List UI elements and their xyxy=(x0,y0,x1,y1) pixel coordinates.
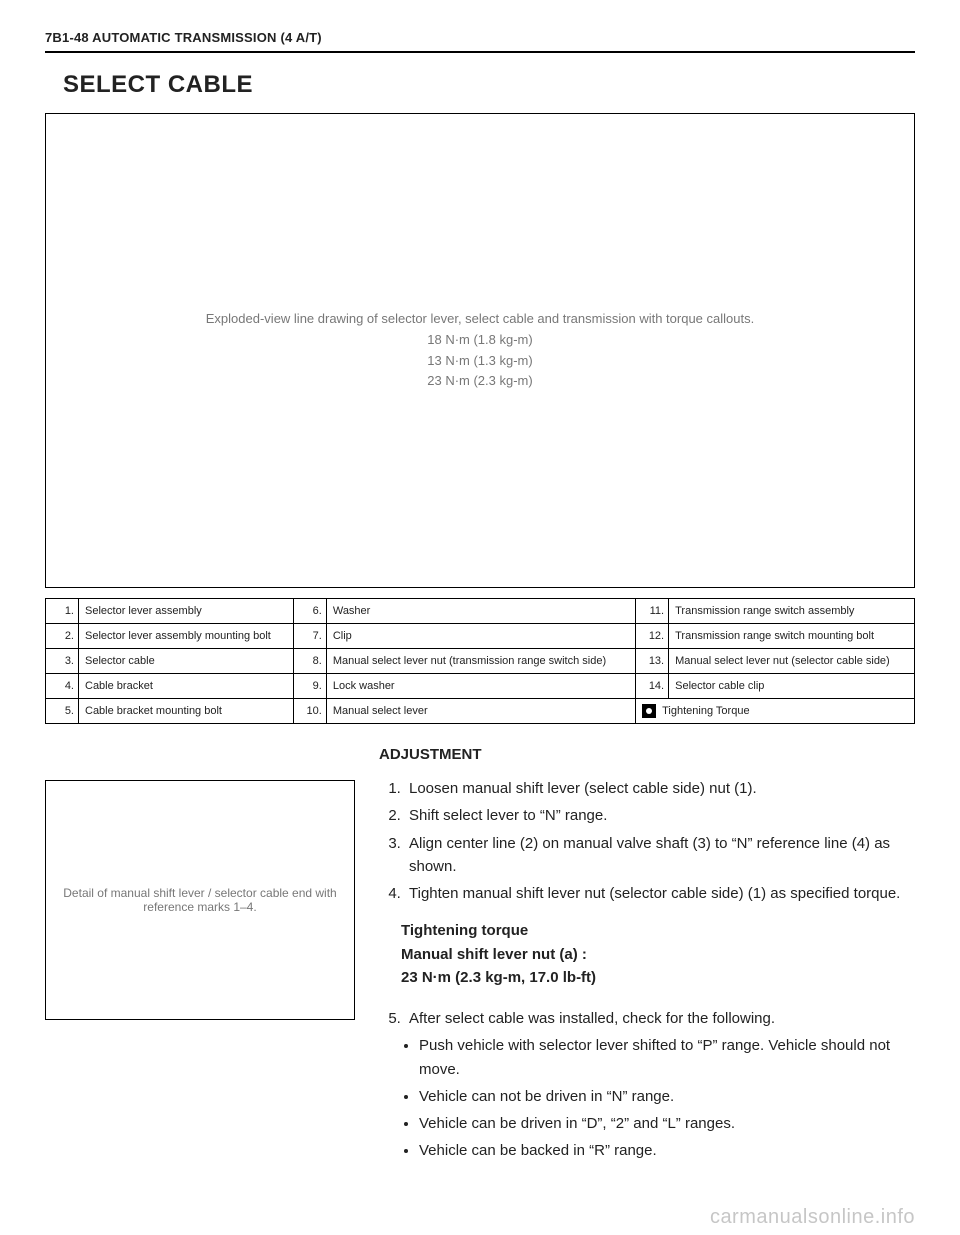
pt: Selector cable clip xyxy=(669,674,915,699)
pn: 8. xyxy=(293,649,326,674)
bullet: Vehicle can be driven in “D”, “2” and “L… xyxy=(419,1112,915,1135)
pt: Transmission range switch mounting bolt xyxy=(669,624,915,649)
section-title: SELECT CABLE xyxy=(63,71,915,99)
pt: Selector lever assembly xyxy=(79,599,294,624)
step: Loosen manual shift lever (select cable … xyxy=(405,777,915,800)
check-bullets: Push vehicle with selector lever shifted… xyxy=(379,1034,915,1162)
diagram-note: Exploded-view line drawing of selector l… xyxy=(206,309,754,330)
table-row: 5.Cable bracket mounting bolt 10.Manual … xyxy=(46,699,915,724)
pt: Cable bracket mounting bolt xyxy=(79,699,294,724)
pn: 14. xyxy=(636,674,669,699)
page-header: 7B1-48 AUTOMATIC TRANSMISSION (4 A/T) xyxy=(45,30,915,53)
pn: 3. xyxy=(46,649,79,674)
main-diagram-placeholder: Exploded-view line drawing of selector l… xyxy=(186,299,774,402)
pt: Selector cable xyxy=(79,649,294,674)
table-row: 4.Cable bracket 9.Lock washer 14.Selecto… xyxy=(46,674,915,699)
pn: 4. xyxy=(46,674,79,699)
diagram-tq-1: 13 N·m (1.3 kg-m) xyxy=(206,351,754,372)
torque-line: 23 N·m (2.3 kg-m, 17.0 lb-ft) xyxy=(401,966,915,989)
main-diagram-frame: Exploded-view line drawing of selector l… xyxy=(45,113,915,588)
pt: Lock washer xyxy=(326,674,635,699)
pt: Transmission range switch assembly xyxy=(669,599,915,624)
pn: 1. xyxy=(46,599,79,624)
adjustment-heading: ADJUSTMENT xyxy=(379,746,915,763)
pt: Manual select lever xyxy=(326,699,635,724)
bullet: Vehicle can be backed in “R” range. xyxy=(419,1139,915,1162)
adjustment-figure: Detail of manual shift lever / selector … xyxy=(45,780,355,1020)
step: Tighten manual shift lever nut (selector… xyxy=(405,882,915,905)
pn: 2. xyxy=(46,624,79,649)
step: Shift select lever to “N” range. xyxy=(405,804,915,827)
pn: 7. xyxy=(293,624,326,649)
tightening-torque-cell: Tightening Torque xyxy=(636,699,915,724)
table-row: 2.Selector lever assembly mounting bolt … xyxy=(46,624,915,649)
torque-line: Tightening torque xyxy=(401,919,915,942)
watermark: carmanualsonline.info xyxy=(710,1206,915,1229)
adjustment-steps-cont: After select cable was installed, check … xyxy=(379,1007,915,1030)
fig-note: Detail of manual shift lever / selector … xyxy=(54,886,346,914)
pn: 5. xyxy=(46,699,79,724)
torque-line: Manual shift lever nut (a) : xyxy=(401,943,915,966)
pt: Tightening Torque xyxy=(662,705,749,717)
table-row: 1.Selector lever assembly 6.Washer 11.Tr… xyxy=(46,599,915,624)
step: Align center line (2) on manual valve sh… xyxy=(405,832,915,879)
step: After select cable was installed, check … xyxy=(405,1007,915,1030)
pt: Clip xyxy=(326,624,635,649)
pn: 12. xyxy=(636,624,669,649)
diagram-tq-0: 18 N·m (1.8 kg-m) xyxy=(206,330,754,351)
torque-icon xyxy=(642,704,656,718)
pn: 6. xyxy=(293,599,326,624)
pt: Manual select lever nut (transmission ra… xyxy=(326,649,635,674)
pt: Cable bracket xyxy=(79,674,294,699)
bullet: Vehicle can not be driven in “N” range. xyxy=(419,1085,915,1108)
adjustment-steps: Loosen manual shift lever (select cable … xyxy=(379,777,915,905)
table-row: 3.Selector cable 8.Manual select lever n… xyxy=(46,649,915,674)
pn: 13. xyxy=(636,649,669,674)
torque-spec: Tightening torque Manual shift lever nut… xyxy=(401,919,915,989)
pn: 11. xyxy=(636,599,669,624)
pn: 9. xyxy=(293,674,326,699)
diagram-tq-2: 23 N·m (2.3 kg-m) xyxy=(206,371,754,392)
bullet: Push vehicle with selector lever shifted… xyxy=(419,1034,915,1081)
pn: 10. xyxy=(293,699,326,724)
pt: Selector lever assembly mounting bolt xyxy=(79,624,294,649)
parts-table: 1.Selector lever assembly 6.Washer 11.Tr… xyxy=(45,598,915,724)
pt: Manual select lever nut (selector cable … xyxy=(669,649,915,674)
pt: Washer xyxy=(326,599,635,624)
